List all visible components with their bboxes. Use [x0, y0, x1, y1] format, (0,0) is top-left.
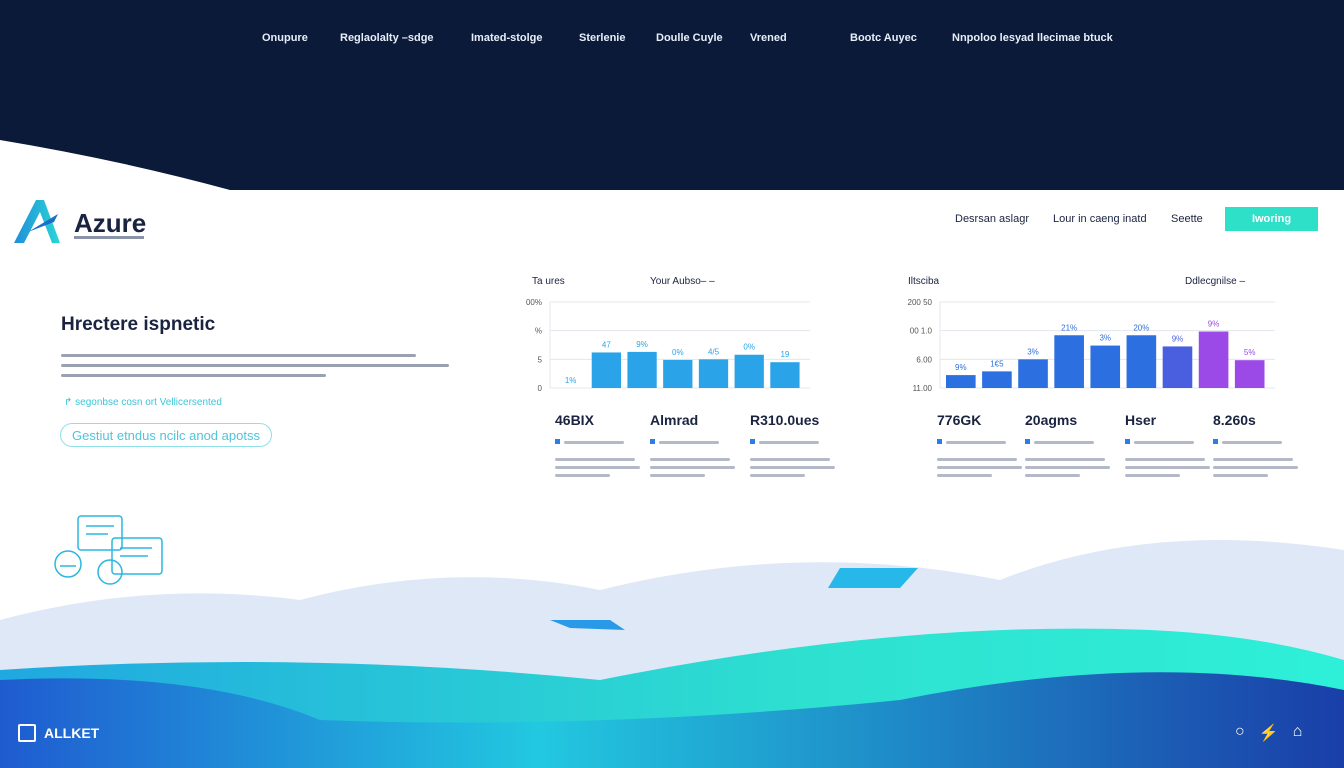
bar[interactable]	[946, 375, 976, 388]
stat-value: Hser	[1125, 412, 1157, 428]
y-tick-label: 200 50	[908, 298, 933, 307]
circle-icon[interactable]: ○	[1235, 723, 1245, 740]
y-tick-label: 00%	[526, 298, 542, 307]
stat-value: 8.260s	[1213, 412, 1256, 428]
stat-legend	[555, 431, 650, 449]
bar[interactable]	[591, 352, 621, 388]
top-nav-item[interactable]: Reglaolalty –sdge	[340, 32, 434, 44]
header-nav-item[interactable]: Seette	[1171, 213, 1203, 225]
summary-stat: 8.260s	[1213, 412, 1308, 477]
stat-legend	[1125, 431, 1220, 449]
bar-label: 9%	[1208, 320, 1220, 329]
y-tick-label: 11.00	[913, 384, 933, 393]
home-icon[interactable]: ⌂	[1292, 723, 1303, 740]
chart-title: Ta ures	[532, 276, 565, 287]
hero-body	[61, 348, 451, 384]
y-tick-label: 0	[538, 384, 543, 393]
top-nav-item[interactable]: Onupure	[262, 32, 308, 44]
bar-label: 9%	[955, 363, 967, 372]
bar-label: 9%	[636, 340, 648, 349]
bar-label: 4/5	[708, 347, 720, 356]
brand-name: Azure	[74, 208, 147, 238]
brand-tagline	[74, 236, 144, 239]
summary-stat: 46BIX	[555, 412, 650, 477]
stat-legend	[1025, 431, 1120, 449]
document-illustration-icon	[54, 515, 163, 585]
bar-label: 5%	[1244, 348, 1256, 357]
bar[interactable]	[663, 359, 693, 388]
bar-label: 21%	[1061, 323, 1077, 332]
chart-left: Ta ures Your Aubso– – 0 5% 00% 1% 47 9% 0% 4/5 0% 1…	[520, 270, 835, 477]
bar[interactable]	[1198, 331, 1229, 388]
stat-legend	[750, 431, 845, 449]
summary-stat: Hser	[1125, 412, 1220, 477]
header-nav-item[interactable]: Lour in caeng inatd	[1053, 213, 1147, 225]
header-cta-button[interactable]: Iworing	[1225, 207, 1318, 231]
bar[interactable]	[1162, 346, 1193, 388]
top-nav: Onupure Reglaolalty –sdge Imated-stolge Ste…	[0, 32, 1344, 48]
bar-label: 47	[602, 340, 611, 349]
stat-legend	[1213, 431, 1308, 449]
hero-link[interactable]: ↱ segonbse cosn ort Vellicersented	[64, 397, 222, 408]
top-nav-item[interactable]: Imated-stolge	[471, 32, 543, 44]
summary-stat: Almrad	[650, 412, 745, 477]
brand-logo[interactable]: Azure	[14, 198, 146, 251]
footer-logo-icon	[18, 724, 36, 742]
bar[interactable]	[698, 359, 729, 388]
bar-label: 3%	[1099, 334, 1111, 343]
bar-label: 0%	[743, 343, 755, 352]
top-nav-item[interactable]: Vrened	[750, 32, 787, 44]
bar[interactable]	[1054, 335, 1084, 388]
y-tick-label: 6.00	[916, 355, 932, 364]
bar-label: 20%	[1133, 323, 1149, 332]
bar[interactable]	[627, 351, 657, 388]
stat-value: 46BIX	[555, 412, 594, 428]
summary-stat: 776GK	[937, 412, 1032, 477]
bar[interactable]	[982, 371, 1012, 388]
bar-label: 0%	[672, 348, 684, 357]
footer-icons: ○ ⚡ ⌂	[1235, 723, 1302, 743]
bar[interactable]	[770, 362, 800, 388]
stat-legend	[650, 431, 745, 449]
hero-title: Hrectere ispnetic	[61, 314, 216, 335]
bar[interactable]	[1126, 335, 1157, 388]
header-nav-item[interactable]: Desrsan aslagr	[955, 213, 1029, 225]
bar[interactable]	[1018, 359, 1048, 388]
top-nav-item[interactable]: Nnpoloo lesyad llecimae btuck	[952, 32, 1113, 44]
bar-label: 1€5	[990, 359, 1004, 368]
stat-value: 776GK	[937, 412, 982, 428]
top-banner	[0, 0, 1344, 190]
hero-link-text: segonbse cosn ort Vellicersented	[75, 397, 222, 408]
wave-background	[0, 540, 1344, 768]
stat-value: Almrad	[650, 412, 699, 428]
footer-brand[interactable]: ALLKET	[18, 724, 99, 742]
summary-stat: R310.0ues	[750, 412, 845, 477]
magic-wand-icon[interactable]: ⚡	[1258, 725, 1279, 742]
stat-value: R310.0ues	[750, 412, 820, 428]
chart-subtitle: Your Aubso– –	[650, 276, 715, 287]
hero-button[interactable]: Gestiut etndus ncilc anod apotss	[60, 423, 272, 447]
chart-subtitle: Ddlecgnilse –	[1185, 276, 1246, 287]
bar-label: 9%	[1172, 334, 1184, 343]
azure-logo-icon	[14, 200, 60, 243]
bar[interactable]	[1234, 360, 1265, 388]
bar[interactable]	[734, 354, 764, 388]
chart-right: Iltsciba Ddlecgnilse – 11.00 6.00 00 1.0 200 …	[905, 270, 1298, 477]
chart-title: Iltsciba	[908, 276, 940, 287]
stat-legend	[937, 431, 1032, 449]
bar-label: 1%	[565, 376, 577, 385]
bar-label: 3%	[1027, 347, 1039, 356]
top-nav-item[interactable]: Sterlenie	[579, 32, 626, 44]
y-tick-label: 5	[538, 355, 543, 364]
stat-value: 20agms	[1025, 412, 1078, 428]
top-nav-item[interactable]: Doulle Cuyle	[656, 32, 723, 44]
y-tick-label: %	[535, 327, 542, 336]
bar[interactable]	[1090, 345, 1121, 388]
y-tick-label: 00 1.0	[910, 327, 933, 336]
footer-brand-name: ALLKET	[44, 725, 100, 741]
top-nav-item[interactable]: Bootc Auyec	[850, 32, 917, 44]
summary-stat: 20agms	[1025, 412, 1120, 477]
banner-curve	[0, 140, 230, 190]
bar-label: 19	[780, 350, 789, 359]
